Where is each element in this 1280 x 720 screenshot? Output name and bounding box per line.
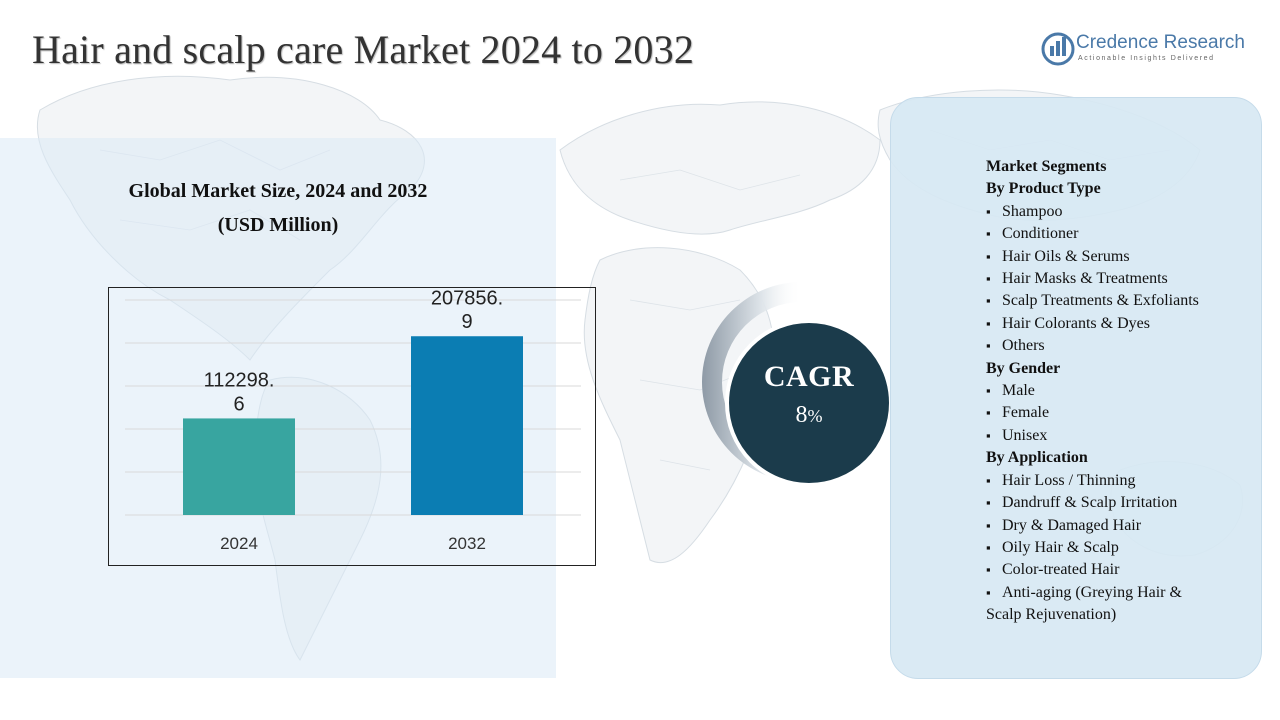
application-list: Hair Loss / Thinning Dandruff & Scalp Ir… <box>986 470 1261 627</box>
group-title-application: By Application <box>986 449 1088 467</box>
list-item: Hair Oils & Serums <box>986 246 1261 269</box>
cagr-label: CAGR <box>763 360 855 393</box>
cagr-badge <box>702 282 893 487</box>
group-title-product-type: By Product Type <box>986 180 1101 198</box>
list-item: Hair Loss / Thinning <box>986 470 1261 493</box>
data-label-2032: 207856. <box>431 288 503 309</box>
list-item: Unisex <box>986 425 1261 448</box>
cagr-unit: % <box>807 406 823 426</box>
segments-heading: Market Segments <box>986 158 1107 175</box>
bar-chart: 112298. 6 2024 207856. 9 2032 <box>108 287 596 566</box>
list-item: Hair Masks & Treatments <box>986 268 1261 291</box>
list-item: Dry & Damaged Hair <box>986 515 1261 538</box>
list-item: Conditioner <box>986 223 1261 246</box>
list-item: Scalp Treatments & Exfoliants <box>986 290 1261 313</box>
product-type-list: Shampoo Conditioner Hair Oils & Serums H… <box>986 201 1261 358</box>
list-item: Hair Colorants & Dyes <box>986 313 1261 336</box>
group-title-gender: By Gender <box>986 359 1061 377</box>
gender-list: Male Female Unisex <box>986 380 1261 448</box>
x-tick-label-2024: 2024 <box>220 534 258 553</box>
bar-2032 <box>411 336 523 515</box>
list-item: Dandruff & Scalp Irritation <box>986 492 1261 515</box>
cagr-number: 8 <box>795 402 808 428</box>
market-segments: Market Segments By Product Type Shampoo … <box>986 156 1261 627</box>
chart-title-line2: (USD Million) <box>217 214 339 236</box>
bar-2024 <box>183 418 295 515</box>
logo-name: Credence Research <box>1076 32 1245 53</box>
logo-tagline: Actionable Insights Delivered <box>1078 55 1215 62</box>
credence-logo-icon <box>1041 32 1075 66</box>
data-label-2024: 112298. <box>204 369 275 391</box>
cagr-ring <box>702 282 802 482</box>
page-title: Hair and scalp care Market 2024 to 2032 <box>32 27 695 72</box>
list-item: Male <box>986 380 1261 403</box>
list-item-line1: Anti-aging (Greying Hair & <box>1002 583 1182 601</box>
list-item: Anti-aging (Greying Hair & Scalp Rejuven… <box>986 582 1261 627</box>
list-item-line2: Scalp Rejuvenation) <box>986 606 1117 624</box>
x-tick-label-2032: 2032 <box>448 534 486 553</box>
chart-title: Global Market Size, 2024 and 2032 (USD M… <box>70 174 486 242</box>
list-item: Shampoo <box>986 201 1261 224</box>
list-item: Others <box>986 335 1261 358</box>
chart-title-line1: Global Market Size, 2024 and 2032 <box>128 180 428 202</box>
cagr-value: 8% <box>728 402 890 429</box>
list-item: Color-treated Hair <box>986 559 1261 582</box>
list-item: Oily Hair & Scalp <box>986 537 1261 560</box>
bar-chart-svg: 112298.6 2024 207856.9 2032 <box>125 288 581 553</box>
list-item: Female <box>986 402 1261 425</box>
data-label-2024: 6 <box>233 393 244 415</box>
data-label-2032: 9 <box>461 311 472 333</box>
